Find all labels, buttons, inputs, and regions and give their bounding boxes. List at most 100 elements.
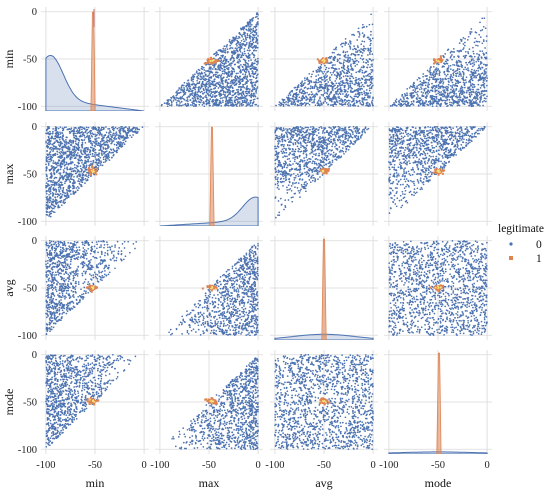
point-class-0 — [325, 102, 328, 104]
point-class-0 — [426, 91, 429, 94]
point-class-0 — [220, 57, 222, 60]
point-class-0 — [431, 94, 434, 97]
point-class-0 — [233, 101, 236, 103]
point-class-0 — [251, 39, 254, 42]
point-class-0 — [437, 78, 440, 81]
point-class-0 — [62, 135, 64, 138]
point-class-0 — [357, 88, 359, 90]
point-class-0 — [88, 164, 91, 167]
point-class-0 — [351, 52, 353, 55]
point-class-0 — [175, 94, 178, 97]
point-class-0 — [94, 126, 97, 129]
point-class-0 — [187, 100, 189, 103]
point-class-0 — [85, 126, 88, 129]
point-class-0 — [57, 147, 60, 150]
point-class-0 — [78, 187, 80, 189]
point-class-0 — [206, 75, 208, 77]
point-class-0 — [59, 168, 62, 171]
point-class-0 — [457, 59, 460, 62]
point-class-0 — [239, 56, 242, 59]
point-class-0 — [449, 51, 452, 54]
point-class-0 — [208, 70, 210, 73]
point-class-0 — [49, 160, 51, 163]
point-class-1 — [210, 56, 212, 59]
point-class-0 — [462, 71, 465, 74]
point-class-0 — [363, 72, 366, 74]
point-class-0 — [112, 148, 115, 150]
point-class-0 — [339, 54, 342, 56]
point-class-0 — [138, 128, 141, 131]
point-class-0 — [334, 80, 337, 82]
point-class-0 — [419, 102, 421, 105]
point-class-0 — [372, 59, 374, 61]
point-class-0 — [356, 96, 359, 99]
point-class-0 — [341, 101, 344, 103]
point-class-0 — [195, 70, 198, 73]
point-class-0 — [420, 86, 422, 89]
point-class-0 — [249, 49, 251, 52]
point-class-0 — [251, 36, 254, 39]
point-class-0 — [365, 89, 368, 91]
point-class-0 — [348, 86, 350, 89]
point-class-0 — [478, 73, 480, 75]
point-class-0 — [349, 56, 351, 59]
point-class-0 — [133, 126, 136, 129]
point-class-0 — [326, 88, 329, 90]
point-class-0 — [243, 86, 246, 89]
point-class-0 — [362, 65, 365, 67]
point-class-0 — [485, 71, 487, 73]
point-class-0 — [347, 85, 350, 87]
point-class-0 — [94, 133, 96, 136]
point-class-0 — [246, 85, 248, 88]
point-class-0 — [195, 103, 197, 106]
point-class-0 — [460, 49, 463, 52]
point-class-0 — [320, 102, 322, 104]
point-class-0 — [257, 35, 259, 37]
panel-min-vs-mode — [384, 7, 492, 111]
point-class-1 — [439, 59, 442, 62]
point-class-0 — [437, 68, 440, 71]
point-class-0 — [200, 76, 202, 78]
point-class-0 — [361, 52, 364, 54]
point-class-0 — [182, 97, 185, 100]
point-class-0 — [229, 104, 232, 106]
point-class-0 — [425, 87, 427, 90]
point-class-0 — [370, 13, 372, 16]
point-class-0 — [202, 97, 204, 100]
point-class-0 — [301, 99, 304, 101]
point-class-0 — [176, 104, 178, 107]
point-class-0 — [331, 104, 334, 106]
point-class-0 — [333, 103, 336, 105]
point-class-0 — [239, 81, 242, 84]
point-class-0 — [352, 33, 355, 36]
point-class-0 — [197, 74, 200, 76]
point-class-1 — [318, 62, 321, 64]
point-class-0 — [449, 64, 452, 67]
point-class-0 — [324, 78, 326, 80]
point-class-0 — [215, 54, 217, 57]
point-class-0 — [256, 74, 258, 77]
point-class-0 — [293, 92, 296, 95]
point-class-0 — [294, 98, 297, 101]
point-class-0 — [66, 167, 68, 170]
point-class-0 — [206, 92, 209, 95]
point-class-0 — [80, 170, 83, 173]
point-class-0 — [468, 55, 471, 58]
point-class-0 — [63, 141, 66, 143]
point-class-0 — [255, 92, 257, 94]
point-class-0 — [60, 161, 63, 163]
point-class-0 — [255, 77, 257, 80]
point-class-0 — [474, 71, 476, 73]
point-class-0 — [47, 190, 50, 192]
point-class-0 — [464, 86, 466, 89]
point-class-0 — [45, 192, 48, 195]
point-class-0 — [60, 199, 63, 202]
point-class-0 — [56, 134, 59, 137]
point-class-0 — [352, 103, 355, 106]
point-class-0 — [464, 56, 467, 59]
point-class-0 — [61, 193, 64, 196]
point-class-0 — [248, 103, 251, 106]
point-class-0 — [86, 175, 88, 178]
point-class-0 — [444, 73, 446, 76]
kde-class-1 — [90, 11, 96, 111]
